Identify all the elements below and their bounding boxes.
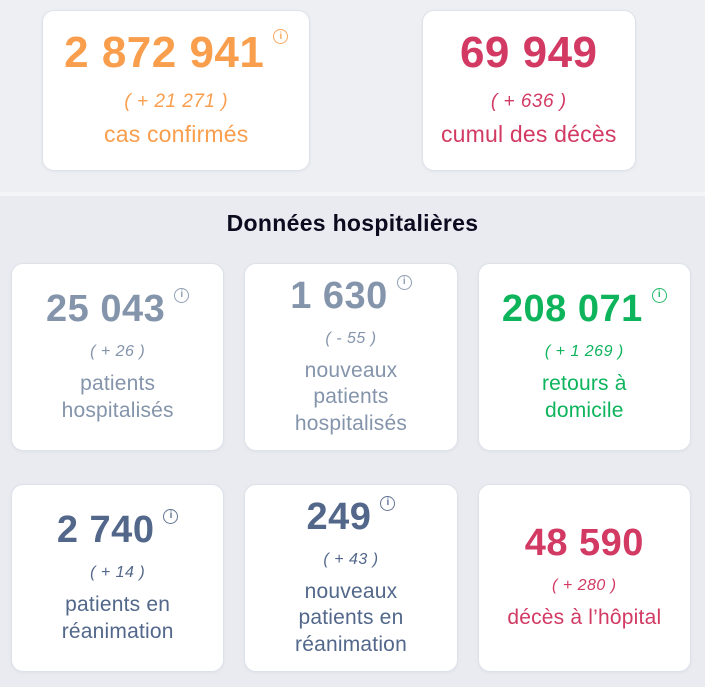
section-divider (0, 192, 705, 196)
info-icon[interactable]: i (396, 274, 412, 290)
value-row: 2 872 941 i (64, 28, 289, 78)
stat-label: patients hospitalisés (61, 371, 174, 422)
info-icon[interactable]: i (380, 495, 396, 511)
hospital-cards-grid: 25 043 i ( + 26 ) patients hospitalisés … (0, 263, 705, 672)
stat-delta: ( + 14 ) (90, 563, 146, 581)
card-nouveaux-patients-hospitalises: 1 630 i ( - 55 ) nouveaux patients hospi… (244, 263, 458, 451)
card-retours-a-domicile: 208 071 i ( + 1 269 ) retours à domicile (477, 263, 691, 451)
stat-delta: ( + 43 ) (323, 550, 379, 568)
stat-value: 2 872 941 (64, 28, 265, 78)
stat-label: cumul des décès (440, 121, 617, 148)
stat-label: cas confirmés (104, 121, 249, 148)
info-icon[interactable]: i (273, 29, 289, 45)
stat-value: 249 (306, 495, 372, 538)
stat-label: nouveaux patients en réanimation (295, 579, 407, 656)
stat-delta: ( + 636 ) (490, 91, 567, 113)
card-nouveaux-patients-en-reanimation: 249 i ( + 43 ) nouveaux patients en réan… (244, 484, 458, 672)
stat-value: 25 043 (46, 287, 166, 330)
card-cumul-deces: 69 949 ( + 636 ) cumul des décès (421, 10, 636, 171)
summary-column-right: 69 949 ( + 636 ) cumul des décès (353, 10, 705, 171)
summary-section: 2 872 941 i ( + 21 271 ) cas confirmés 6… (0, 0, 705, 192)
stat-delta: ( + 1 269 ) (544, 342, 624, 360)
summary-column-left: 2 872 941 i ( + 21 271 ) cas confirmés (0, 10, 353, 171)
card-deces-a-l-hopital: 48 590 ( + 280 ) décès à l’hôpital (477, 484, 691, 672)
value-row: 69 949 (460, 31, 598, 75)
stat-value: 48 590 (524, 522, 644, 565)
value-row: 249 i (306, 495, 396, 538)
value-row: 208 071 i (501, 287, 667, 330)
value-row: 1 630 i (290, 274, 412, 317)
stat-label: décès à l’hôpital (507, 606, 662, 630)
stat-delta: ( - 55 ) (325, 329, 377, 347)
info-icon[interactable]: i (163, 508, 179, 524)
value-row: 25 043 i (46, 287, 190, 330)
stat-value: 208 071 (501, 287, 643, 330)
value-row: 2 740 i (56, 508, 179, 551)
value-row: 48 590 (525, 524, 644, 562)
info-icon[interactable]: i (651, 287, 667, 303)
stat-label: retours à domicile (541, 371, 627, 422)
hospital-section: Données hospitalières 25 043 i ( + 26 ) … (0, 196, 705, 687)
stat-delta: ( + 21 271 ) (124, 91, 229, 113)
card-patients-en-reanimation: 2 740 i ( + 14 ) patients en réanimation (11, 484, 225, 672)
card-patients-hospitalises: 25 043 i ( + 26 ) patients hospitalisés (11, 263, 225, 451)
stat-delta: ( + 26 ) (90, 342, 146, 360)
card-cas-confirmes: 2 872 941 i ( + 21 271 ) cas confirmés (42, 10, 311, 171)
stat-label: nouveaux patients hospitalisés (294, 358, 408, 435)
stat-value: 2 740 (56, 508, 155, 551)
stat-label: patients en réanimation (61, 592, 174, 643)
section-title: Données hospitalières (226, 210, 479, 236)
stat-value: 1 630 (290, 274, 388, 317)
info-icon[interactable]: i (174, 287, 190, 303)
stat-value: 69 949 (459, 28, 598, 78)
stat-delta: ( + 280 ) (552, 577, 617, 595)
